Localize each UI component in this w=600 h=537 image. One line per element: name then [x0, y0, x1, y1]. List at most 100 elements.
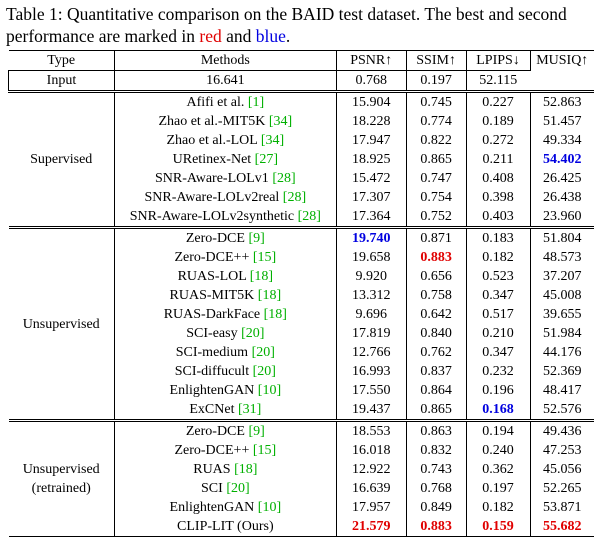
table-row: ExCNet [31] 19.437 0.865 0.168 52.576: [9, 400, 594, 421]
musiq-value: 37.207: [529, 267, 594, 286]
citation-link[interactable]: [18]: [234, 462, 258, 477]
method-cell: EnlightenGAN [10]: [113, 498, 337, 517]
psnr-value: 15.472: [335, 169, 407, 188]
ssim-value: 0.883: [405, 248, 467, 267]
header-row: Type Methods PSNR↑ SSIM↑ LPIPS↓ MUSIQ↑: [8, 50, 594, 71]
lpips-value: 0.168: [465, 400, 530, 421]
citation-link[interactable]: [10]: [257, 383, 282, 398]
citation-link[interactable]: [9]: [248, 424, 265, 439]
method-name: ExCNet: [189, 402, 238, 417]
ssim-value: 0.745: [405, 90, 467, 112]
table-row: SNR-Aware-LOLv1 [28] 15.472 0.747 0.408 26.4…: [9, 169, 594, 188]
citation-link[interactable]: [28]: [282, 190, 307, 205]
method-cell: Zero-DCE++ [15]: [113, 441, 337, 460]
musiq-value: 49.436: [529, 419, 594, 441]
ssim-value: 0.832: [405, 441, 467, 460]
citation-link[interactable]: [34]: [260, 133, 285, 148]
method-name: RUAS-DarkFace: [163, 307, 264, 322]
method-cell: Zhao et al.-MIT5K [34]: [113, 112, 337, 131]
type-label: Unsupervised: [22, 462, 100, 477]
method-name: Zhao et al.-LOL: [166, 133, 261, 148]
type-label: Unsupervised: [22, 316, 100, 332]
citation-link[interactable]: [31]: [237, 402, 262, 417]
citation-link[interactable]: [10]: [257, 500, 282, 515]
musiq-value: 48.573: [529, 248, 594, 267]
table-row: Zero-DCE++ [15] 19.658 0.883 0.182 48.573: [9, 248, 594, 267]
lpips-value: 0.159: [465, 517, 530, 537]
psnr-value: 16.018: [335, 441, 407, 460]
citation-link[interactable]: [18]: [249, 269, 274, 284]
table-row: SCI-easy [20] 17.819 0.840 0.210 51.984: [9, 324, 594, 343]
method-cell: SNR-Aware-LOLv1 [28]: [113, 169, 337, 188]
musiq-value: 54.402: [529, 150, 594, 169]
citation-link[interactable]: [20]: [251, 345, 275, 360]
table-caption: Table 1: Quantitative comparison on the …: [6, 3, 596, 47]
musiq-value: 52.265: [529, 479, 594, 498]
method-cell: RUAS-DarkFace [18]: [113, 305, 337, 324]
musiq-value: 48.417: [529, 381, 594, 400]
musiq-value: 49.334: [529, 131, 594, 150]
method-cell: RUAS-LOL [18]: [113, 267, 337, 286]
ssim-value: 0.840: [405, 324, 467, 343]
method-name: Zhao et al.-MIT5K: [158, 114, 269, 129]
table-row: Zero-DCE++ [15] 16.018 0.832 0.240 47.253: [9, 441, 594, 460]
psnr-value: 12.922: [335, 460, 407, 479]
citation-link[interactable]: [18]: [257, 288, 282, 303]
table-row: Zhao et al.-LOL [34] 17.947 0.822 0.272 49.3…: [9, 131, 594, 150]
header-methods: Methods: [113, 50, 337, 71]
method-name: SCI-diffucult: [174, 364, 253, 379]
table-row: SCI-diffucult [20] 16.993 0.837 0.232 52.369: [9, 362, 594, 381]
type-cell: Unsupervised: [8, 226, 115, 421]
psnr-value: 16.639: [335, 479, 407, 498]
method-cell: RUAS-MIT5K [18]: [113, 286, 337, 305]
type-label: (retrained): [31, 481, 91, 496]
table-row: Unsupervised (retrained) Zero-DCE [9] 18.55…: [8, 419, 594, 537]
lpips-value: 0.227: [465, 90, 530, 112]
citation-link[interactable]: [28]: [297, 209, 321, 224]
method-name: RUAS-LOL: [177, 269, 250, 284]
ssim-value: 0.656: [405, 267, 467, 286]
ssim-value: 0.822: [405, 131, 467, 150]
ssim-value: 0.642: [405, 305, 467, 324]
citation-link[interactable]: [34]: [268, 114, 293, 129]
citation-link[interactable]: [20]: [252, 364, 276, 379]
citation-link[interactable]: [28]: [272, 171, 296, 186]
musiq-value: 26.438: [529, 188, 594, 207]
ssim-value: 0.865: [405, 150, 467, 169]
method-cell: CLIP-LIT (Ours): [113, 517, 337, 537]
lpips-value: 0.196: [465, 381, 530, 400]
method-cell: URetinex-Net [27]: [113, 150, 337, 169]
lpips-value: 0.523: [465, 267, 530, 286]
ssim-value: 0.762: [405, 343, 467, 362]
method-name: Afifi et al.: [186, 95, 248, 110]
method-cell: SNR-Aware-LOLv2synthetic [28]: [113, 207, 337, 228]
caption-and: and: [221, 26, 256, 46]
psnr-value: 19.658: [335, 248, 407, 267]
citation-link[interactable]: [18]: [263, 307, 287, 322]
method-cell: SCI-easy [20]: [113, 324, 337, 343]
method-cell: ExCNet [31]: [113, 400, 337, 421]
citation-link[interactable]: [9]: [248, 231, 265, 246]
citation-link[interactable]: [15]: [252, 443, 277, 458]
citation-link[interactable]: [27]: [254, 152, 278, 167]
table-row: SCI [20] 16.639 0.768 0.197 52.265: [9, 479, 594, 498]
input-musiq: 52.115: [465, 70, 530, 92]
ssim-value: 0.747: [405, 169, 467, 188]
ssim-value: 0.774: [405, 112, 467, 131]
psnr-value: 18.553: [335, 419, 407, 441]
citation-link[interactable]: [15]: [252, 250, 277, 265]
input-ssim: 0.768: [335, 70, 407, 92]
musiq-value: 51.804: [529, 226, 594, 248]
citation-link[interactable]: [20]: [241, 326, 265, 341]
citation-link[interactable]: [20]: [226, 481, 250, 496]
method-name: SNR-Aware-LOLv1: [155, 171, 273, 186]
method-name: RUAS: [193, 462, 235, 477]
psnr-value: 16.993: [335, 362, 407, 381]
lpips-value: 0.362: [465, 460, 530, 479]
psnr-value: 9.696: [335, 305, 407, 324]
method-cell: SCI [20]: [113, 479, 337, 498]
table-row: Supervised Afifi et al. [1] 15.904 0.745 0.2…: [8, 90, 594, 228]
citation-link[interactable]: [1]: [247, 95, 265, 110]
method-name: EnlightenGAN: [169, 383, 258, 398]
ssim-value: 0.865: [405, 400, 467, 421]
